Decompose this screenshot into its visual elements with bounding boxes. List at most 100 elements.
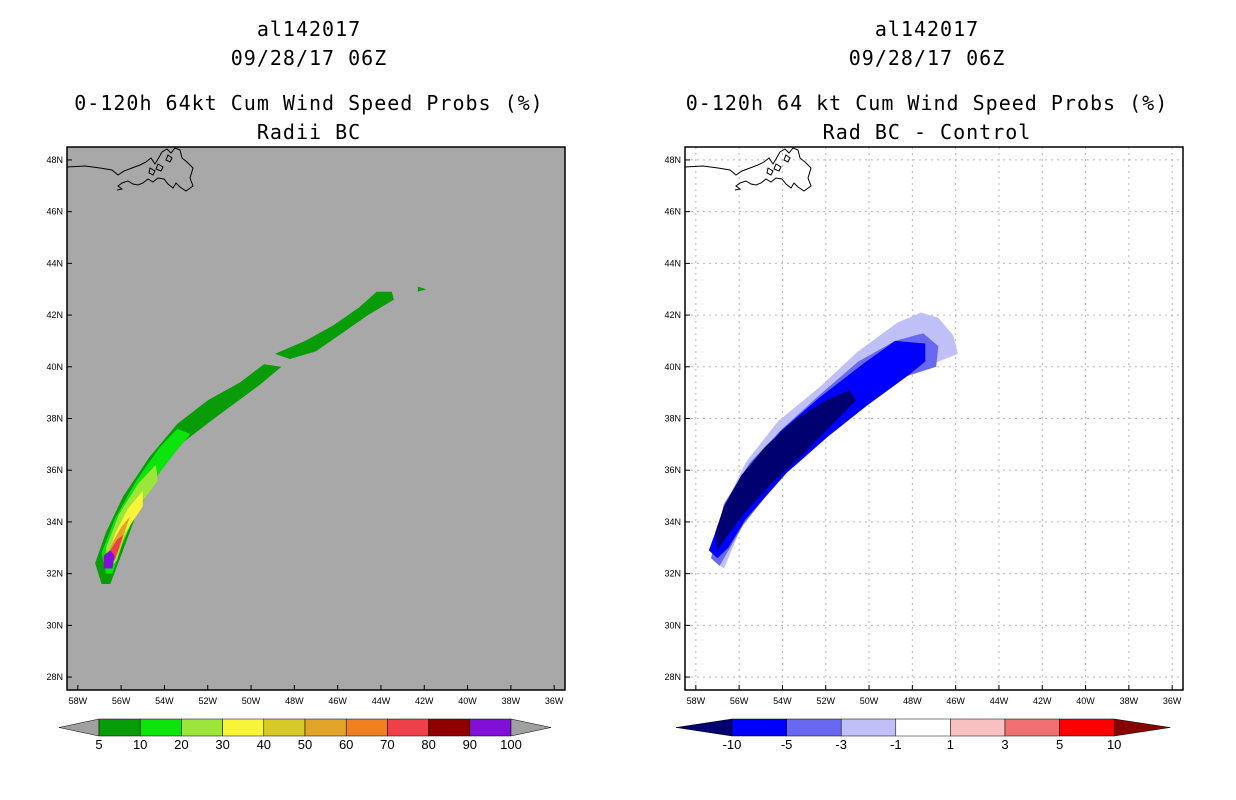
colorbar-segment xyxy=(181,718,223,737)
coastline xyxy=(155,163,164,172)
storm-id: al142017 xyxy=(874,17,980,41)
coastline xyxy=(773,163,782,172)
x-tick-label: 36W xyxy=(1163,696,1182,706)
x-tick-label: 48W xyxy=(903,696,922,706)
x-tick-label: 52W xyxy=(816,696,835,706)
x-tick-label: 58W xyxy=(687,696,706,706)
x-tick-label: 50W xyxy=(860,696,879,706)
colorbar-label: 80 xyxy=(421,737,435,752)
y-tick-label: 44N xyxy=(664,258,681,268)
colorbar-label: -1 xyxy=(890,737,902,752)
x-tick-label: 56W xyxy=(730,696,749,706)
x-tick-label: 38W xyxy=(502,696,521,706)
plot-background xyxy=(685,147,1183,690)
x-tick-label: 46W xyxy=(946,696,965,706)
colorbar-label: 10 xyxy=(1107,737,1121,752)
colorbar-segment xyxy=(345,718,388,737)
difference-map: 28N 30N 32N 34N 36N 38N 40N 42N 44N 46N 48N 58W 56W 5… xyxy=(664,146,1184,752)
plot-background xyxy=(67,147,565,690)
colorbar-label: 30 xyxy=(215,737,229,752)
storm-id: al142017 xyxy=(256,17,362,41)
y-tick-label: 30N xyxy=(664,620,681,630)
x-tick-label: 50W xyxy=(242,696,261,706)
x-tick-label: 44W xyxy=(990,696,1009,706)
y-tick-label: 38N xyxy=(664,414,681,424)
colorbar-segment xyxy=(469,718,512,737)
contour-region xyxy=(715,390,857,551)
coastline xyxy=(766,167,774,176)
colorbar-segment xyxy=(428,718,471,737)
x-tick-label: 54W xyxy=(773,696,792,706)
x-tick-label: 46W xyxy=(328,696,347,706)
y-tick-label: 28N xyxy=(46,672,63,682)
colorbar-segment xyxy=(950,718,1006,737)
x-tick-label: 38W xyxy=(1120,696,1139,706)
colorbar-label: 100 xyxy=(500,737,522,752)
colorbar-arrow-right xyxy=(1113,718,1171,737)
x-tick-label: 42W xyxy=(1033,696,1052,706)
colorbar-label: 5 xyxy=(95,737,102,752)
contour-region xyxy=(708,340,926,559)
contour-region xyxy=(274,291,394,359)
y-tick-label: 32N xyxy=(46,569,63,579)
probability-map: 28N 30N 32N 34N 36N 38N 40N 42N 44N 46N 48N 58W 56W 5… xyxy=(46,146,566,752)
right-panel: al142017 09/28/17 06Z 0-120h 64 kt Cum W… xyxy=(618,0,1236,800)
colorbar-segment xyxy=(1059,718,1115,737)
colorbar-segment xyxy=(98,718,141,737)
chart-title: 0-120h 64kt Cum Wind Speed Probs (%) xyxy=(74,91,544,115)
colorbar-label: 10 xyxy=(133,737,147,752)
valid-time: 09/28/17 06Z xyxy=(230,46,388,70)
colorbar-label: 3 xyxy=(1001,737,1008,752)
colorbar-segment xyxy=(731,718,787,737)
left-panel: al142017 09/28/17 06Z 0-120h 64kt Cum Wi… xyxy=(46,17,566,752)
contour-region xyxy=(103,550,115,569)
colorbar-label: 90 xyxy=(463,737,477,752)
coastline xyxy=(165,154,173,163)
y-tick-label: 42N xyxy=(664,310,681,320)
x-tick-label: 58W xyxy=(69,696,88,706)
valid-time: 09/28/17 06Z xyxy=(848,46,1006,70)
chart-subtitle: Rad BC - Control xyxy=(822,120,1032,144)
colorbar-label: 70 xyxy=(380,737,394,752)
y-tick-label: 32N xyxy=(664,569,681,579)
y-tick-label: 34N xyxy=(46,517,63,527)
colorbar-arrow-left xyxy=(58,718,100,737)
colorbar-label: 50 xyxy=(298,737,312,752)
x-tick-label: 44W xyxy=(372,696,391,706)
colorbar-segment xyxy=(222,718,265,737)
y-tick-label: 40N xyxy=(46,362,63,372)
coastline xyxy=(783,154,791,163)
y-tick-label: 30N xyxy=(46,620,63,630)
y-tick-label: 34N xyxy=(664,517,681,527)
colorbar-segment xyxy=(263,718,306,737)
coastline xyxy=(148,167,156,176)
contour-region xyxy=(110,534,124,561)
x-tick-label: 42W xyxy=(415,696,434,706)
colorbar-segment xyxy=(840,718,897,737)
x-tick-label: 36W xyxy=(545,696,564,706)
y-tick-label: 36N xyxy=(664,465,681,475)
contour-region xyxy=(417,286,427,292)
colorbar-segment xyxy=(304,718,347,737)
y-tick-label: 46N xyxy=(46,207,63,217)
colorbar-label: 5 xyxy=(1056,737,1063,752)
y-tick-label: 28N xyxy=(664,672,681,682)
coastline xyxy=(66,147,194,192)
y-tick-label: 48N xyxy=(664,155,681,165)
chart-title: 0-120h 64 kt Cum Wind Speed Probs (%) xyxy=(685,91,1169,115)
colorbar-segment xyxy=(387,718,429,737)
x-tick-label: 56W xyxy=(112,696,131,706)
x-tick-label: 40W xyxy=(1076,696,1095,706)
y-tick-label: 42N xyxy=(46,310,63,320)
x-tick-label: 52W xyxy=(198,696,217,706)
colorbar-label: 60 xyxy=(339,737,353,752)
colorbar-label: 1 xyxy=(947,737,954,752)
colorbar-label: 40 xyxy=(257,737,271,752)
colorbar-arrow-right xyxy=(510,718,552,737)
y-tick-label: 38N xyxy=(46,414,63,424)
x-tick-label: 48W xyxy=(285,696,304,706)
y-tick-label: 48N xyxy=(46,155,63,165)
colorbar-arrow-left xyxy=(675,718,733,737)
x-tick-label: 54W xyxy=(155,696,174,706)
colorbar-segment xyxy=(139,718,182,737)
